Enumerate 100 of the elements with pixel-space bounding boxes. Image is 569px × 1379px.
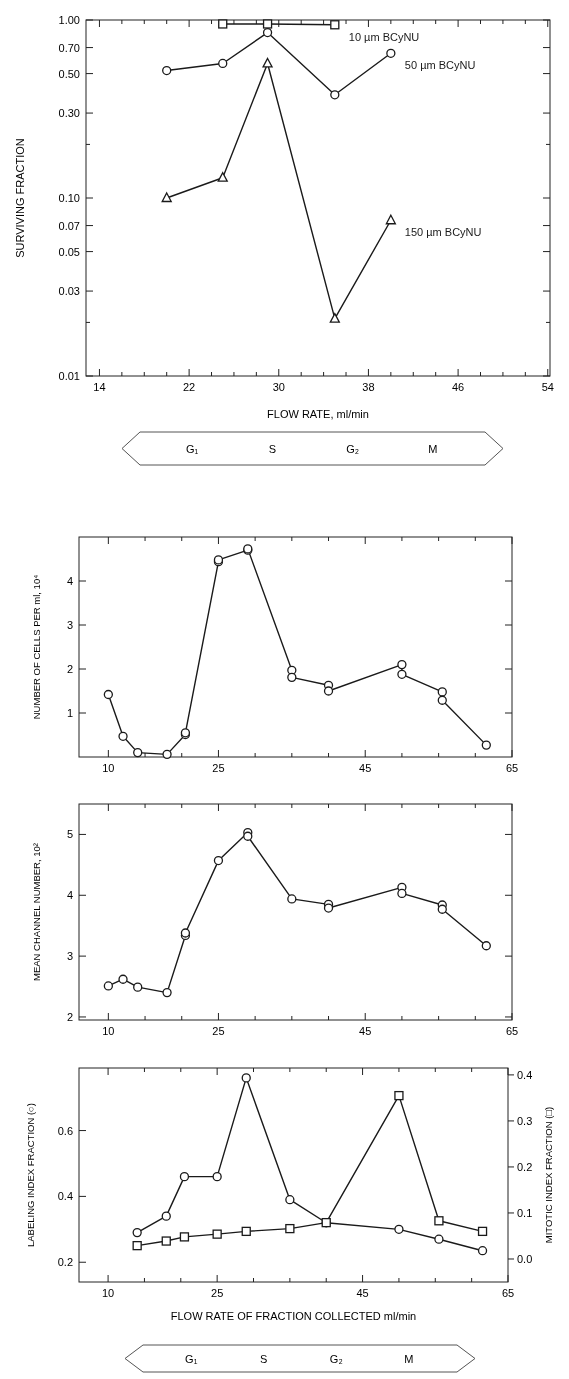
x-tick-label: 14 — [93, 381, 106, 393]
point — [481, 941, 491, 951]
x-tick-label: 10 — [102, 762, 115, 774]
point — [385, 214, 396, 225]
point — [262, 19, 273, 29]
x-tick-label: 45 — [356, 1287, 369, 1299]
point — [323, 686, 334, 696]
point — [287, 672, 297, 683]
y-axis-title: MEAN CHANNEL NUMBER, 10² — [31, 843, 42, 981]
point — [477, 1226, 488, 1237]
point — [218, 19, 228, 29]
point — [394, 1224, 404, 1234]
y2-tick-label: 0.3 — [517, 1114, 533, 1127]
x-tick-label: 45 — [359, 1025, 372, 1037]
x-tick-label: 25 — [212, 762, 225, 774]
point — [162, 749, 172, 760]
point — [262, 27, 273, 38]
point — [262, 57, 273, 68]
x-tick-label: 30 — [272, 381, 285, 393]
y-tick-label: 0.01 — [58, 370, 80, 382]
y-tick-label: 5 — [66, 828, 73, 841]
point — [287, 894, 297, 904]
point — [330, 90, 340, 100]
x-tick-label: 25 — [212, 1025, 225, 1037]
point — [133, 982, 143, 992]
x-tick-label: 65 — [505, 762, 519, 774]
point — [330, 20, 340, 30]
text: M — [404, 1352, 414, 1365]
point — [217, 172, 228, 182]
y2-tick-label: 0.1 — [517, 1206, 533, 1219]
point — [285, 1195, 295, 1205]
y2-axis-title: MITOTIC INDEX FRACTION (□) — [543, 1106, 554, 1244]
text: G₁ — [185, 442, 199, 455]
point — [118, 974, 128, 984]
y-tick-label: 0.70 — [58, 41, 80, 54]
y-tick-label: 4 — [66, 575, 73, 587]
text: S — [268, 442, 277, 455]
y-tick-label: 0.07 — [58, 219, 80, 232]
text: G₂ — [346, 442, 360, 455]
point — [103, 689, 114, 700]
point — [133, 747, 143, 758]
y-tick-label: 0.05 — [58, 245, 80, 258]
y-tick-label: 0.30 — [58, 107, 80, 120]
y-tick-label: 0.4 — [57, 1190, 73, 1203]
x-tick-label: 10 — [101, 1287, 115, 1299]
point — [285, 1223, 295, 1234]
y-tick-label: 3 — [66, 619, 73, 631]
text: G₂ — [329, 1352, 343, 1365]
point — [132, 1227, 142, 1238]
y-axis-title: SURVIVING FRACTION — [14, 138, 26, 258]
x-tick-label: 65 — [505, 1025, 519, 1037]
point — [397, 669, 407, 679]
point — [397, 888, 407, 899]
y2-tick-label: 0.2 — [517, 1160, 533, 1173]
y-tick-label: 0.6 — [57, 1124, 73, 1137]
y2-tick-label: 0.0 — [517, 1252, 533, 1265]
text: G₁ — [185, 1352, 198, 1365]
point — [162, 987, 172, 998]
y-tick-label: 2 — [66, 663, 73, 675]
x-axis-title: FLOW RATE OF FRACTION COLLECTED ml/min — [170, 1310, 417, 1322]
point — [397, 659, 407, 670]
y-tick-label: 0.03 — [58, 285, 80, 298]
point — [179, 1232, 190, 1242]
y-tick-label: 0.50 — [58, 67, 80, 80]
y-axis-title: LABELING INDEX FRACTION (○) — [25, 1102, 36, 1248]
point — [213, 855, 224, 866]
x-tick-label: 45 — [359, 762, 372, 774]
text: S — [260, 1352, 268, 1365]
point — [329, 312, 340, 323]
point — [241, 1226, 251, 1237]
y-tick-label: 0.2 — [57, 1256, 73, 1269]
point — [434, 1234, 444, 1244]
point — [132, 1240, 142, 1251]
x-tick-label: 46 — [451, 381, 465, 393]
x-axis-title: FLOW RATE, ml/min — [267, 408, 369, 420]
point — [481, 740, 491, 750]
point — [434, 1216, 444, 1226]
y2-tick-label: 0.4 — [517, 1068, 533, 1081]
y-tick-label: 4 — [66, 889, 73, 902]
series-label: 50 µm BCyNU — [404, 59, 476, 72]
point — [161, 1211, 171, 1221]
point — [162, 65, 172, 76]
text: M — [428, 442, 438, 455]
point — [437, 687, 447, 697]
point — [103, 981, 114, 991]
point — [118, 731, 128, 741]
y-tick-label: 0.10 — [58, 192, 80, 204]
y-tick-label: 2 — [66, 1010, 73, 1023]
legend-label: 10 µm BCyNU — [348, 30, 420, 43]
point — [394, 1090, 404, 1101]
point — [212, 1229, 222, 1239]
x-tick-label: 65 — [501, 1287, 515, 1299]
point — [218, 58, 228, 69]
x-tick-label: 22 — [182, 381, 196, 393]
x-tick-label: 38 — [362, 381, 375, 393]
point — [179, 1172, 190, 1182]
point — [161, 192, 172, 203]
point — [323, 903, 334, 913]
y-tick-label: 1.00 — [58, 14, 80, 26]
point — [437, 695, 447, 705]
